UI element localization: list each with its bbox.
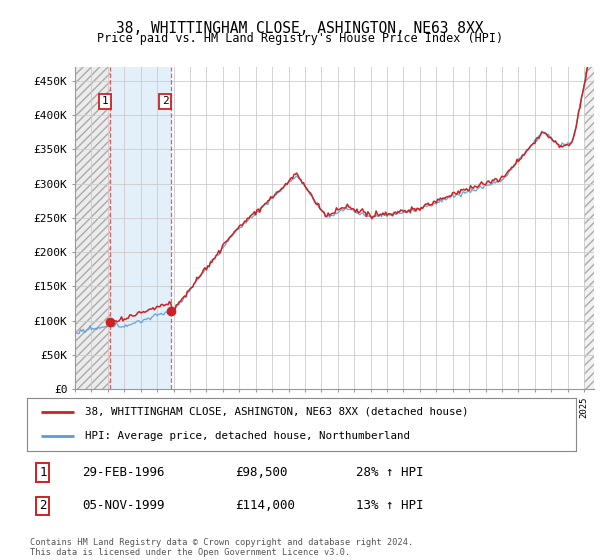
Text: 38, WHITTINGHAM CLOSE, ASHINGTON, NE63 8XX (detached house): 38, WHITTINGHAM CLOSE, ASHINGTON, NE63 8… [85, 407, 468, 417]
Text: 2: 2 [39, 500, 47, 512]
Text: 13% ↑ HPI: 13% ↑ HPI [356, 500, 424, 512]
Text: 38, WHITTINGHAM CLOSE, ASHINGTON, NE63 8XX: 38, WHITTINGHAM CLOSE, ASHINGTON, NE63 8… [116, 21, 484, 36]
Text: £114,000: £114,000 [236, 500, 296, 512]
Text: £98,500: £98,500 [236, 466, 288, 479]
Text: 2: 2 [162, 96, 169, 106]
Text: 29-FEB-1996: 29-FEB-1996 [82, 466, 164, 479]
Text: 1: 1 [101, 96, 108, 106]
Text: Contains HM Land Registry data © Crown copyright and database right 2024.
This d: Contains HM Land Registry data © Crown c… [30, 538, 413, 557]
Text: 05-NOV-1999: 05-NOV-1999 [82, 500, 164, 512]
Text: HPI: Average price, detached house, Northumberland: HPI: Average price, detached house, Nort… [85, 431, 410, 441]
Text: 1: 1 [39, 466, 47, 479]
Text: Price paid vs. HM Land Registry's House Price Index (HPI): Price paid vs. HM Land Registry's House … [97, 32, 503, 45]
Text: 28% ↑ HPI: 28% ↑ HPI [356, 466, 424, 479]
